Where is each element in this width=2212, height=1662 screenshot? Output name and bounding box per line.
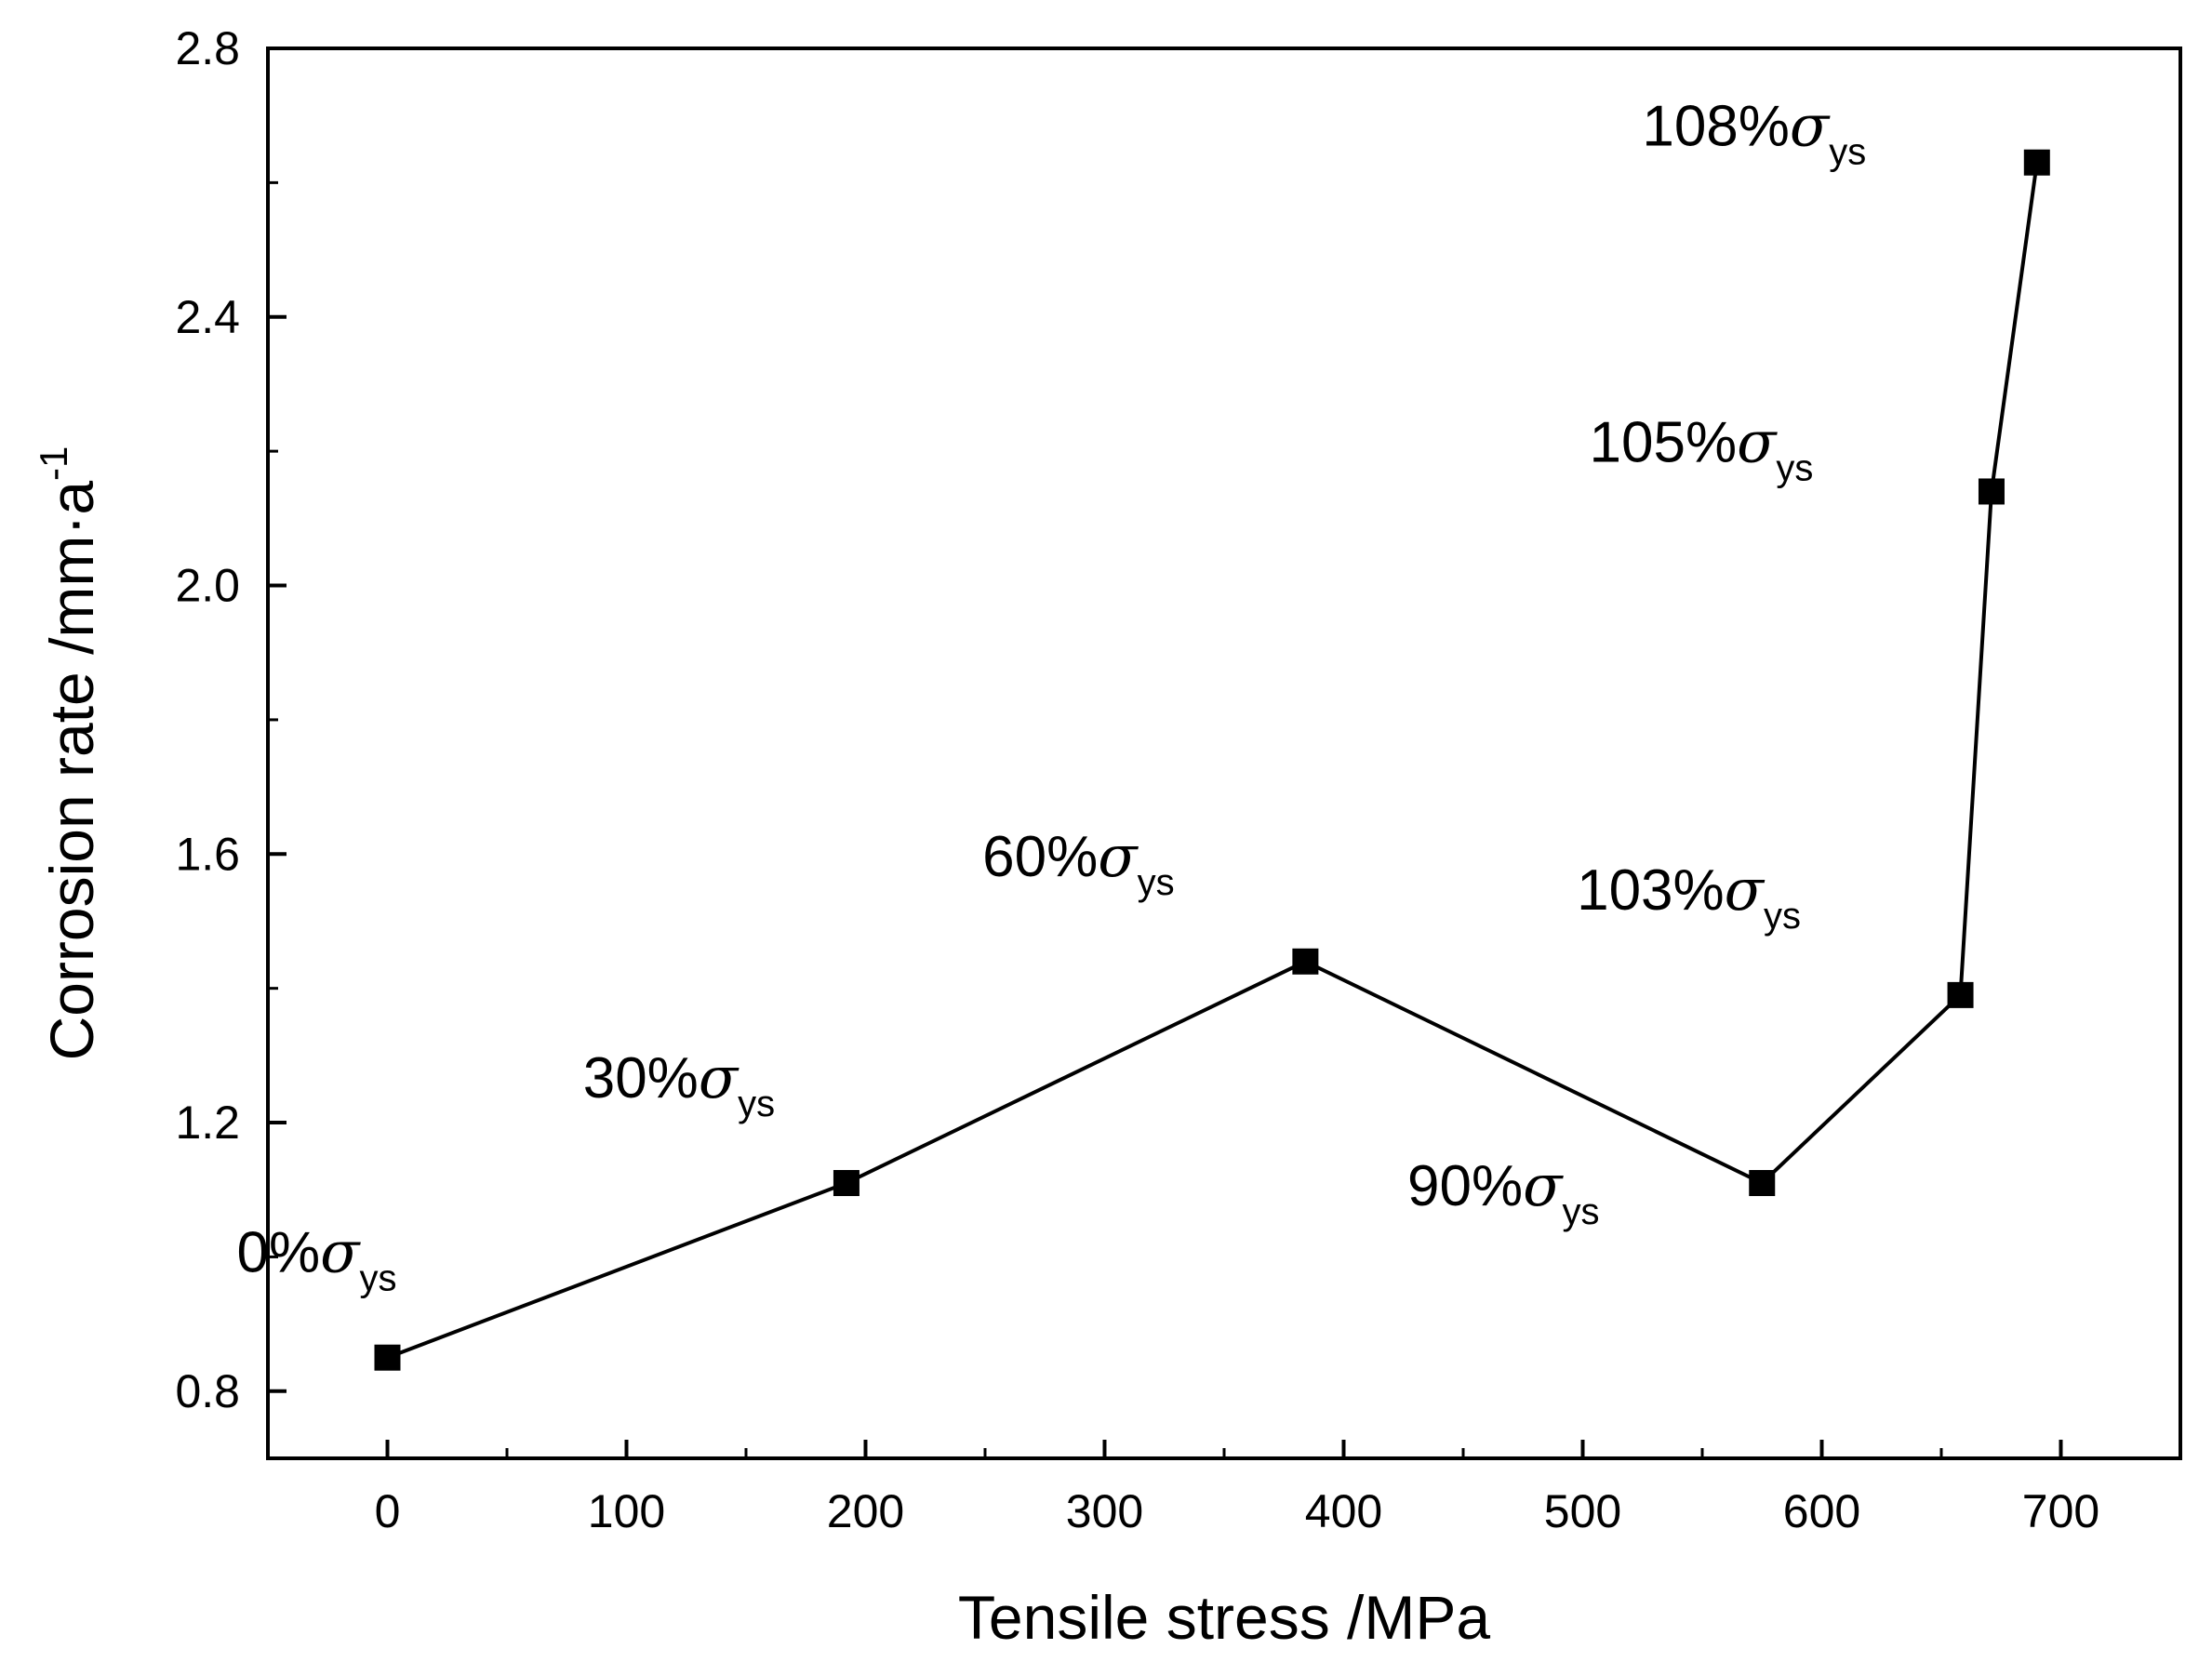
- point-label-percent: 90%: [1407, 1154, 1523, 1218]
- y-axis-title-sup: -1: [32, 446, 75, 481]
- point-label-sigma: σ: [320, 1218, 361, 1286]
- data-point-label: 0%σys: [237, 1218, 397, 1299]
- x-tick-label: 100: [588, 1485, 665, 1537]
- point-label-subscript: ys: [1829, 132, 1866, 173]
- point-label-sigma: σ: [1098, 822, 1139, 890]
- point-label-subscript: ys: [1562, 1191, 1599, 1232]
- point-label-subscript: ys: [359, 1258, 396, 1299]
- point-label-percent: 105%: [1590, 410, 1738, 474]
- point-label-sigma: σ: [1523, 1151, 1564, 1219]
- data-point-marker: [374, 1344, 401, 1371]
- x-axis-title: Tensile stress /MPa: [958, 1583, 1490, 1652]
- point-label-percent: 30%: [583, 1046, 699, 1110]
- data-point-label: 30%σys: [583, 1044, 775, 1124]
- point-label-subscript: ys: [738, 1084, 775, 1124]
- point-label-subscript: ys: [1138, 862, 1175, 903]
- data-point-label: 105%σys: [1590, 407, 1814, 488]
- data-point-marker: [1292, 948, 1319, 975]
- data-point-label: 60%σys: [982, 822, 1174, 903]
- data-point-marker: [833, 1170, 859, 1197]
- x-tick-label: 500: [1544, 1485, 1621, 1537]
- point-label-percent: 60%: [982, 825, 1098, 889]
- y-tick-label: 1.6: [175, 828, 240, 880]
- y-tick-label: 1.2: [175, 1097, 240, 1149]
- point-label-percent: 103%: [1577, 858, 1725, 923]
- x-tick-label: 0: [375, 1485, 401, 1537]
- series-line: [386, 162, 2039, 1360]
- y-axis-title: Corrosion rate /mm·a-1: [32, 446, 106, 1061]
- data-point-label: 103%σys: [1577, 856, 1801, 937]
- data-point-label: 108%σys: [1642, 92, 1866, 173]
- point-label-percent: 0%: [237, 1221, 321, 1285]
- x-tick-label: 200: [827, 1485, 904, 1537]
- data-series: [374, 149, 2050, 1371]
- tick-labels: 0 100 200 300 400 500 600 700 0.8 1.2 1.6 2.0 2.4 2.8: [175, 22, 2099, 1537]
- plot-frame: [266, 47, 2182, 1460]
- data-point-marker: [2023, 149, 2050, 176]
- y-tick-label: 2.0: [175, 560, 240, 612]
- point-label-sigma: σ: [699, 1044, 740, 1111]
- x-tick-label: 600: [1783, 1485, 1860, 1537]
- x-tick-label: 400: [1305, 1485, 1382, 1537]
- x-tick-label: 300: [1066, 1485, 1143, 1537]
- point-label-sigma: σ: [1790, 92, 1831, 160]
- point-label-sigma: σ: [1725, 856, 1766, 924]
- y-tick-label: 2.4: [175, 291, 240, 343]
- y-tick-label: 0.8: [175, 1365, 240, 1417]
- y-axis-title-main: Corrosion rate /mm·a: [37, 481, 106, 1061]
- data-point-marker: [1947, 981, 1974, 1008]
- data-point-marker: [1749, 1170, 1776, 1197]
- point-label-sigma: σ: [1737, 407, 1778, 475]
- point-label-subscript: ys: [1764, 896, 1801, 937]
- data-point-marker: [1978, 478, 2005, 505]
- point-label-percent: 108%: [1642, 95, 1790, 159]
- x-tick-label: 700: [2022, 1485, 2099, 1537]
- data-point-label: 90%σys: [1407, 1151, 1599, 1232]
- axis-ticks: [268, 47, 2063, 1458]
- point-labels: 0%σys30%σys60%σys90%σys103%σys105%σys108…: [237, 92, 1867, 1299]
- point-label-subscript: ys: [1776, 447, 1813, 488]
- y-tick-label: 2.8: [175, 22, 240, 74]
